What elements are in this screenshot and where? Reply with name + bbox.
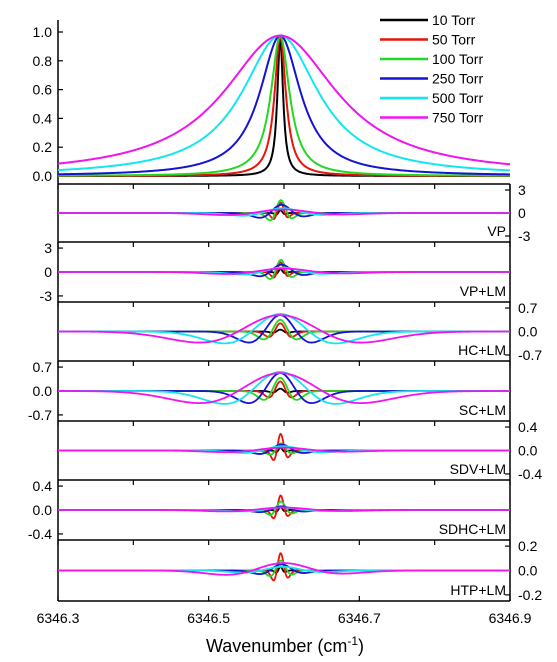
residual-line-750-torr [58,208,510,216]
top-y-tick-label: 0.2 [33,139,53,155]
legend-label: 100 Torr [432,51,483,67]
panel-y-tick-label: -3 [518,228,531,244]
panel-y-tick-label: -0.4 [28,526,52,542]
legend-label: 500 Torr [432,90,483,106]
x-tick-label: 6346.9 [489,610,532,626]
panel-label: SC+LM [459,402,506,418]
panel-y-tick-label: 0.4 [518,419,538,435]
panel-y-tick-label: 0.4 [33,478,53,494]
panel-y-tick-label: 0.0 [518,563,538,579]
panel-y-tick-label: 0.7 [33,359,53,375]
residual-line-750-torr [58,446,510,454]
panel-y-tick-label: 0.0 [33,383,53,399]
top-y-tick-label: 0.6 [33,82,53,98]
profile-line-250-torr [57,34,511,176]
residual-line-100-torr [58,318,510,341]
residual-line-750-torr [57,372,510,405]
panel-label: VP+LM [460,283,506,299]
legend-label: 50 Torr [432,32,476,48]
panel-label: VP [487,223,506,239]
panel-y-tick-label: -0.4 [518,466,542,482]
panel-y-tick-label: 0 [518,205,526,221]
legend-label: 250 Torr [432,71,483,87]
residual-line-750-torr [58,562,510,576]
panel-label: HTP+LM [450,582,506,598]
residual-line-100-torr [58,376,510,401]
x-tick-label: 6346.7 [338,610,381,626]
legend-label: 10 Torr [432,12,476,28]
top-y-tick-label: 0.0 [33,168,53,184]
panel-y-tick-label: 0.2 [518,538,538,554]
legend-label: 750 Torr [432,110,483,126]
profile-line-750-torr [57,34,511,166]
panel-y-tick-label: -0.2 [518,587,542,603]
x-tick-label: 6346.3 [37,610,80,626]
panel-y-tick-label: 3 [518,182,526,198]
legend: 10 Torr 50 Torr 100 Torr 250 Torr 500 Torr 75… [380,12,483,126]
panel-y-tick-label: -0.7 [28,407,52,423]
panel-label: SDV+LM [450,461,506,477]
panel-y-tick-label: 0.0 [518,324,538,340]
residual-line-500-torr [58,370,510,405]
residual-line-750-torr [58,506,510,513]
residual-line-500-torr [58,313,510,345]
panel-y-tick-label: 0.7 [518,300,538,316]
residual-line-750-torr [58,314,510,344]
panel-y-tick-label: 3 [44,240,52,256]
x-axis-title: Wavenumber (cm-1) [206,634,364,656]
residual-line-750-torr [58,267,510,275]
top-y-tick-label: 1.0 [33,24,53,40]
panel-y-tick-label: 0 [44,264,52,280]
panel-y-tick-label: 0.0 [518,443,538,459]
top-y-tick-label: 0.4 [33,110,53,126]
residual-line-50-torr [58,380,510,399]
panel-label: SDHC+LM [439,521,506,537]
panel-y-tick-label: -3 [40,288,53,304]
residual-line-50-torr [58,322,510,338]
plot-area: 0.0 0.2 0.4 0.6 0.8 1.0 3 0 -3 VP 3 0 -3 VP+LM 0.7 0.0 -… [28,20,542,626]
panel-y-tick-label: 0.0 [33,502,53,518]
panel-label: HC+LM [458,342,506,358]
panel-y-tick-label: -0.7 [518,347,542,363]
x-tick-label: 6346.5 [187,610,230,626]
top-y-tick-label: 0.8 [33,53,53,69]
profile-line-100-torr [57,34,510,177]
